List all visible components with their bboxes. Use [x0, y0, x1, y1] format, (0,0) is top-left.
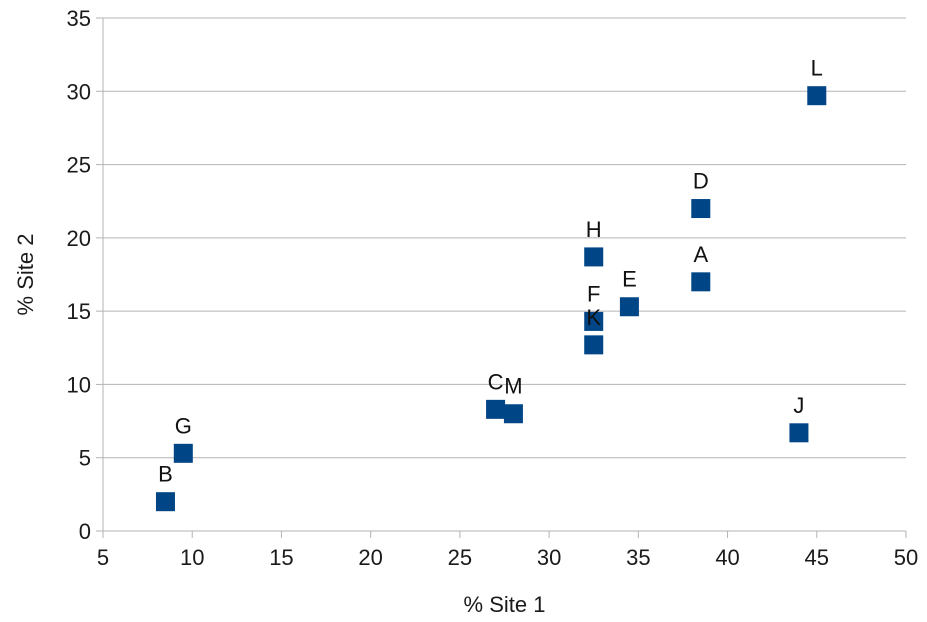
data-point — [486, 399, 506, 419]
data-points — [155, 86, 827, 512]
x-tick-label: 30 — [537, 545, 561, 570]
data-labels: A B C D EF G H J K L M — [158, 56, 823, 487]
data-point — [584, 335, 604, 355]
data-point-label: C — [488, 369, 504, 394]
y-axis-title: % Site 2 — [13, 234, 38, 316]
data-point — [155, 492, 175, 512]
data-point — [619, 297, 639, 317]
data-point-label: E — [622, 267, 637, 292]
data-point-label: F — [587, 281, 600, 306]
data-point-label: B — [158, 462, 173, 487]
x-tick-label: 50 — [894, 545, 918, 570]
y-tick-label: 15 — [67, 299, 91, 324]
x-tick-label: 10 — [180, 545, 204, 570]
y-tick-label: 5 — [79, 446, 91, 471]
data-point-label: H — [586, 217, 602, 242]
data-point — [503, 404, 523, 424]
y-tick-label: 10 — [67, 372, 91, 397]
x-tick-label: 40 — [715, 545, 739, 570]
x-tick-label: 15 — [269, 545, 293, 570]
y-tick-label: 0 — [79, 519, 91, 544]
x-tick-label: 5 — [97, 545, 109, 570]
data-point-label: A — [693, 242, 708, 267]
data-point — [584, 311, 604, 331]
x-axis-title: % Site 1 — [464, 592, 546, 617]
data-point-label: L — [811, 56, 823, 81]
y-tick-label: 25 — [67, 153, 91, 178]
data-point — [807, 86, 827, 106]
x-tick-label: 20 — [358, 545, 382, 570]
gridlines — [103, 17, 906, 532]
x-tick-label: 25 — [448, 545, 472, 570]
data-point — [691, 199, 711, 219]
y-axis-ticks: 0 5 10 15 20 25 30 35 — [67, 6, 103, 544]
y-tick-label: 20 — [67, 226, 91, 251]
data-point-label: M — [504, 374, 522, 399]
data-point-label: G — [175, 413, 192, 438]
y-tick-label: 30 — [67, 79, 91, 104]
x-tick-label: 35 — [626, 545, 650, 570]
axes — [102, 18, 906, 532]
x-axis-ticks: 5 10 15 20 25 30 35 40 45 50 — [97, 531, 918, 570]
y-tick-label: 35 — [67, 6, 91, 31]
data-point — [691, 272, 711, 292]
data-point-label: K — [586, 305, 601, 330]
data-point-label: D — [693, 169, 709, 194]
data-point-label: J — [793, 393, 804, 418]
data-point — [173, 443, 193, 463]
data-point — [584, 247, 604, 267]
data-point — [789, 423, 809, 443]
x-tick-label: 45 — [805, 545, 829, 570]
